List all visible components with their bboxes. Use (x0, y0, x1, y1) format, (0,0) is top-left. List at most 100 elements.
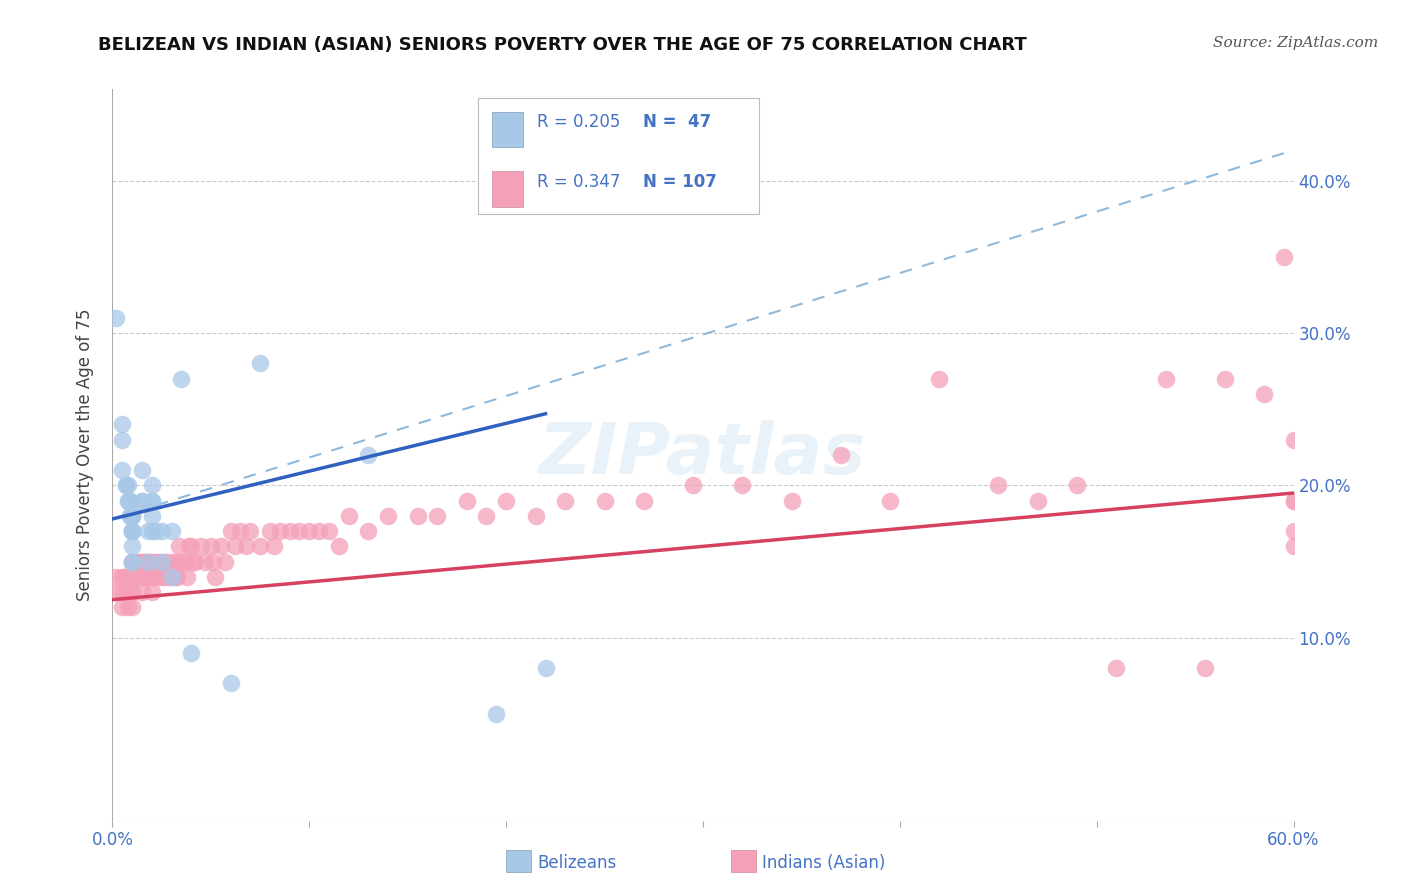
Point (121, 508, 143, 523)
Point (121, 524, 143, 538)
Point (136, 524, 159, 538)
Point (170, 372, 193, 386)
Point (132, 570, 155, 584)
Point (115, 585, 138, 599)
Point (731, 478, 754, 492)
Point (475, 508, 498, 523)
Point (166, 570, 188, 584)
Point (1282, 433, 1305, 447)
Point (1272, 250, 1295, 264)
Point (132, 555, 155, 569)
Point (554, 493, 576, 508)
Point (141, 524, 163, 538)
Point (117, 600, 139, 615)
Point (121, 585, 143, 599)
Point (121, 555, 143, 569)
Point (288, 524, 311, 538)
Point (121, 570, 143, 584)
Point (160, 555, 183, 569)
Point (269, 524, 291, 538)
Point (219, 676, 242, 690)
Point (156, 570, 179, 584)
Point (1026, 493, 1049, 508)
Point (127, 570, 149, 584)
Point (169, 539, 191, 553)
Point (165, 570, 187, 584)
Point (180, 539, 202, 553)
Point (112, 570, 135, 584)
Text: ZIPatlas: ZIPatlas (540, 420, 866, 490)
Point (120, 493, 142, 508)
Point (180, 646, 202, 660)
Point (1105, 661, 1128, 675)
Point (209, 539, 232, 553)
Point (830, 448, 852, 462)
Point (121, 524, 143, 538)
Point (142, 555, 165, 569)
Point (524, 508, 547, 523)
Point (1253, 387, 1275, 401)
Point (131, 585, 153, 599)
Point (141, 555, 163, 569)
Point (107, 585, 129, 599)
Point (141, 585, 163, 599)
Point (160, 524, 183, 538)
Text: Belizeans: Belizeans (537, 854, 616, 871)
Point (160, 570, 183, 584)
Point (201, 555, 224, 569)
Point (357, 448, 380, 462)
Point (141, 493, 163, 508)
Point (780, 493, 803, 508)
Point (136, 555, 159, 569)
Point (131, 463, 153, 477)
Point (204, 570, 226, 584)
Point (131, 570, 153, 584)
Point (1282, 539, 1305, 553)
Point (152, 570, 174, 584)
Point (121, 539, 143, 553)
Point (141, 508, 163, 523)
Point (129, 555, 152, 569)
Point (145, 524, 167, 538)
Point (682, 478, 704, 492)
Text: N = 107: N = 107 (643, 173, 717, 191)
Point (121, 555, 143, 569)
Point (235, 539, 257, 553)
Point (263, 539, 285, 553)
Point (298, 524, 321, 538)
Text: Source: ZipAtlas.com: Source: ZipAtlas.com (1212, 36, 1378, 50)
Point (145, 570, 167, 584)
Point (120, 508, 142, 523)
Point (117, 585, 139, 599)
Point (190, 539, 212, 553)
Point (141, 478, 163, 492)
Point (111, 600, 134, 615)
Point (131, 493, 153, 508)
Point (176, 570, 198, 584)
Point (229, 524, 252, 538)
Point (111, 570, 134, 584)
Point (194, 555, 217, 569)
Point (593, 493, 616, 508)
Point (150, 555, 173, 569)
Point (249, 356, 271, 371)
Point (1213, 372, 1236, 386)
Point (149, 570, 172, 584)
Point (485, 706, 508, 721)
Point (105, 570, 128, 584)
Point (111, 417, 134, 432)
Point (337, 508, 360, 523)
Point (141, 570, 163, 584)
Point (111, 463, 134, 477)
Point (121, 570, 143, 584)
Point (131, 555, 153, 569)
Point (308, 524, 330, 538)
Point (184, 555, 207, 569)
Point (928, 372, 950, 386)
Point (495, 493, 517, 508)
Point (426, 508, 449, 523)
Point (121, 508, 143, 523)
Point (121, 524, 143, 538)
Text: R = 0.205: R = 0.205 (537, 113, 620, 131)
Point (135, 555, 157, 569)
